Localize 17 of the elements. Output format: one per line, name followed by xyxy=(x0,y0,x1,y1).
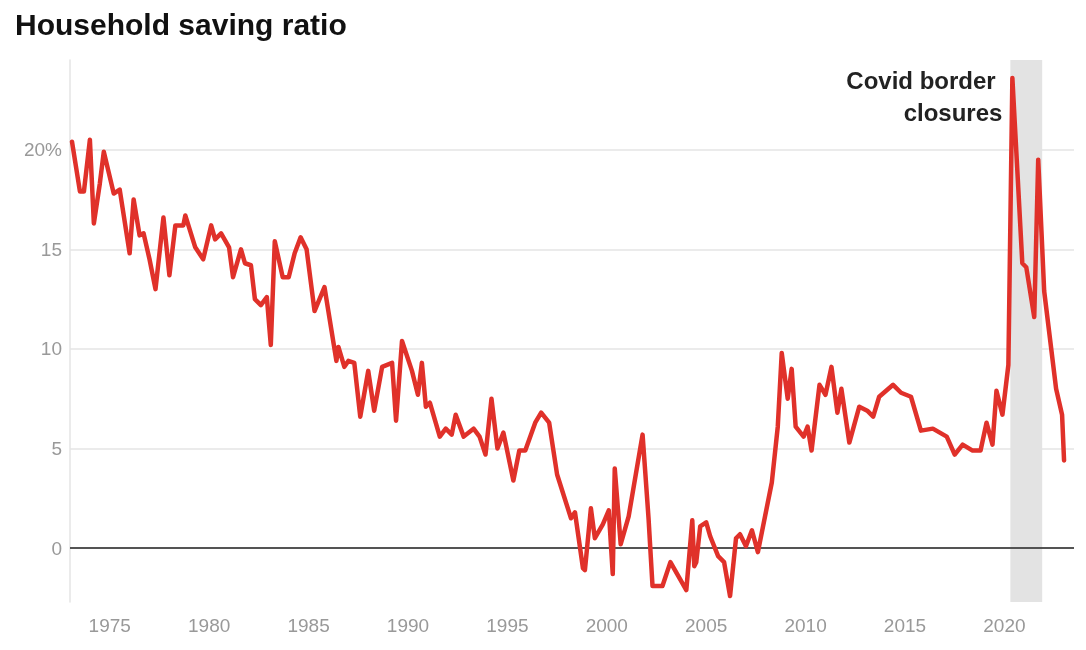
x-tick-label: 2020 xyxy=(983,615,1026,636)
y-tick-label: 15 xyxy=(40,238,62,260)
y-tick-label: 10 xyxy=(40,338,62,360)
x-tick-label: 1975 xyxy=(88,615,131,636)
band-label: Covid border closures xyxy=(846,66,1003,126)
x-tick-label: 1995 xyxy=(486,615,529,636)
x-tick-label: 1985 xyxy=(287,615,330,636)
y-tick-label: 20% xyxy=(23,139,63,161)
x-tick-label: 2000 xyxy=(585,615,628,636)
x-tick-label: 1990 xyxy=(386,615,430,636)
x-tick-label: 2010 xyxy=(784,615,827,636)
chart-title: Household saving ratio xyxy=(15,7,347,41)
x-tick-label: 2005 xyxy=(685,615,728,636)
y-tick-label: 0 xyxy=(51,537,62,559)
x-tick-label: 2015 xyxy=(883,615,927,636)
x-tick-label: 1980 xyxy=(188,615,231,636)
y-tick-label: 5 xyxy=(51,438,62,460)
